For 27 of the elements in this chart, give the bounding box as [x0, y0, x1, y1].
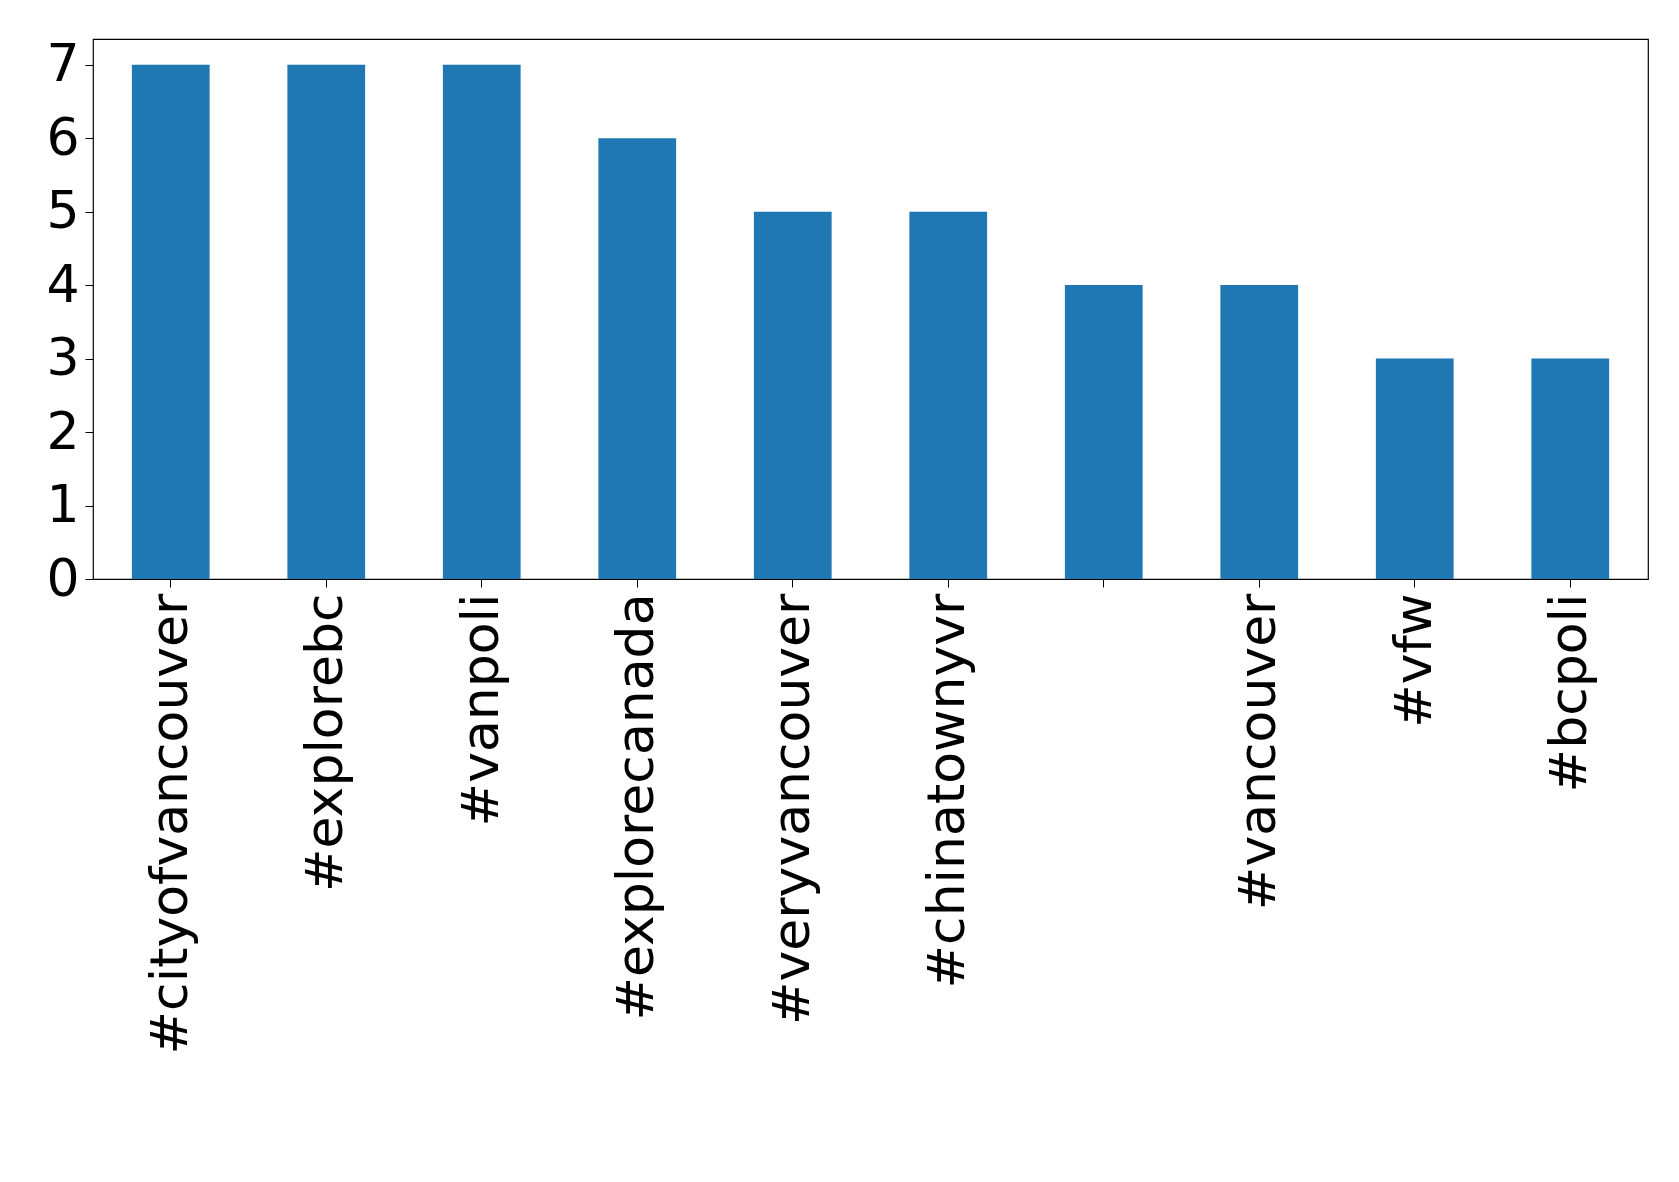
bar	[1531, 358, 1610, 579]
x-tick-label: #chinatownyvr	[916, 592, 977, 989]
bar	[287, 64, 366, 579]
x-tick-label: #explorebc	[294, 593, 355, 893]
x-tick-label: #vancouver	[1227, 592, 1288, 911]
x-tick-label: #cityofvancouver	[138, 592, 199, 1055]
x-tick-label: #explorecanada	[605, 593, 666, 1021]
y-tick-label: 6	[46, 106, 80, 167]
x-tick-label: #veryvancouver	[760, 592, 821, 1026]
bar	[598, 138, 677, 579]
bar	[1220, 285, 1299, 579]
x-tick-label: #vanpoli	[449, 593, 510, 827]
x-tick-label: #vfw	[1382, 593, 1443, 728]
y-tick-label: 5	[46, 180, 80, 241]
bar	[1064, 285, 1143, 579]
y-tick-label: 1	[46, 474, 80, 535]
bar	[442, 64, 521, 579]
x-tick-label: #bcpoli	[1538, 593, 1599, 793]
bar	[909, 211, 988, 579]
bar	[1375, 358, 1454, 579]
y-tick-label: 0	[46, 547, 80, 608]
y-tick-label: 4	[46, 253, 80, 314]
y-tick-label: 3	[46, 327, 80, 388]
y-tick-label: 2	[46, 400, 80, 461]
y-tick-label: 7	[46, 33, 80, 94]
bar	[131, 64, 210, 579]
bar	[753, 211, 832, 579]
